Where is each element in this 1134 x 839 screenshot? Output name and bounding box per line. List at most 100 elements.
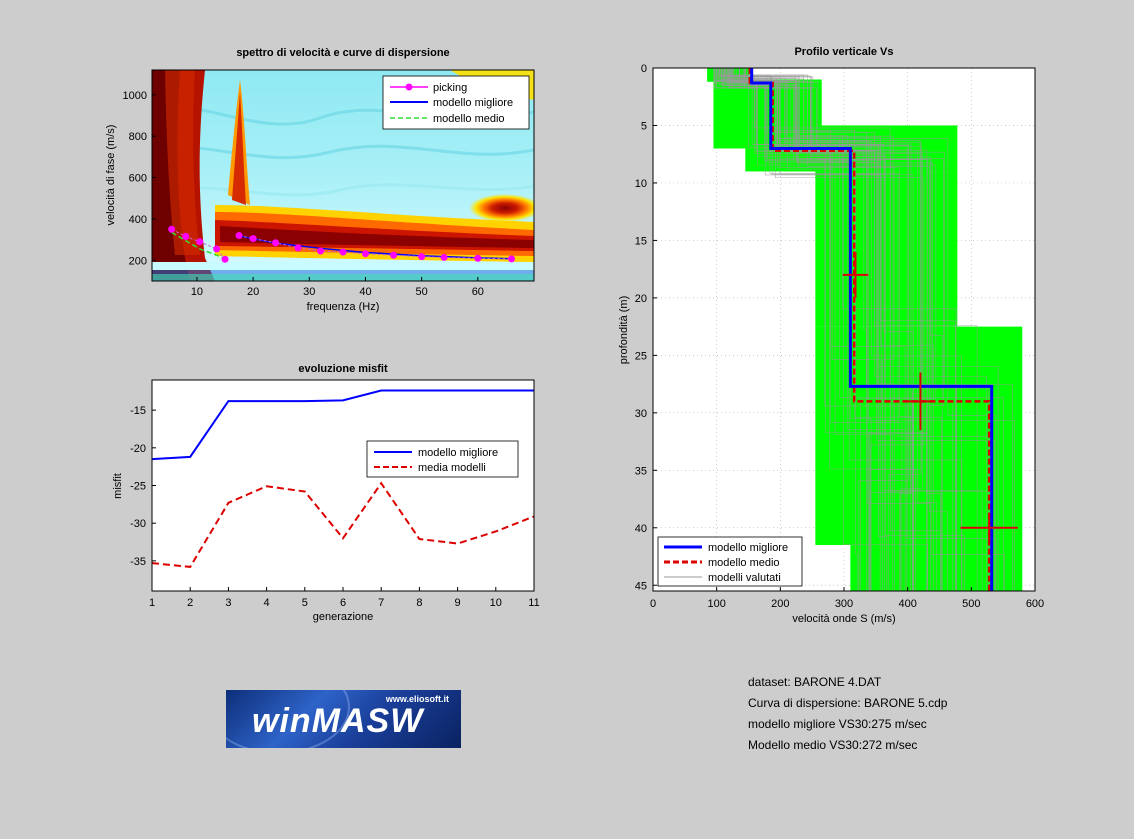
picking-point: [418, 253, 426, 261]
misfit-xlabel: generazione: [313, 611, 374, 623]
evaluated-model-line: [728, 68, 1015, 591]
x-tick-label: 6: [340, 597, 346, 609]
spectrum-axes-box: [151, 69, 535, 282]
y-tick-label: 45: [635, 580, 647, 592]
profile-ylabel: profondità (m): [618, 296, 630, 364]
legend-label-evaluated-models: modelli valutati: [708, 572, 781, 584]
profile-title: Profilo verticale Vs: [794, 46, 893, 58]
x-tick-label: 3: [225, 597, 231, 609]
misfit-evolution-plot: 1 2 3 4 5 6 7 8 9 10 11 -15 -20 -25 -30 -35 evoluzione …: [112, 363, 540, 623]
model-envelope-segment: [850, 545, 1023, 591]
best-model-profile: [750, 68, 994, 591]
best-model-vs30-line: modello migliore VS30:275 m/sec: [748, 717, 927, 731]
y-tick-label: 10: [635, 178, 647, 190]
best-model-misfit-line: [151, 389, 534, 461]
picking-point: [390, 251, 398, 259]
y-tick-label: 800: [129, 131, 147, 143]
mean-model-vs30-line: Modello medio VS30:272 m/sec: [748, 738, 918, 752]
picking-point: [213, 245, 221, 253]
profile-xlabel: velocità onde S (m/s): [792, 613, 895, 625]
legend-label-mean-model: modello medio: [433, 113, 505, 125]
x-tick-label: 300: [835, 598, 853, 610]
picking-point: [361, 250, 369, 258]
picking-point: [235, 231, 243, 239]
dataset-info: dataset: BARONE 4.DAT Curva di dispersio…: [748, 672, 947, 756]
y-tick-label: 600: [129, 173, 147, 185]
picking-point: [182, 233, 190, 241]
evaluated-model-line: [731, 68, 881, 591]
legend-label-picking: picking: [433, 82, 467, 94]
dispersion-spectrum-plot: 10 20 30 40 50 60 200 400 600 800 1000 spettro di …: [105, 47, 535, 313]
mean-models-misfit-line: [151, 481, 535, 568]
picking-point: [339, 248, 347, 256]
x-tick-label: 9: [455, 597, 461, 609]
spectrum-xlabel: frequenza (Hz): [307, 301, 380, 313]
x-tick-label: 500: [962, 598, 980, 610]
legend-label-mean-models: media modelli: [418, 462, 486, 474]
x-tick-label: 0: [650, 598, 656, 610]
evaluated-model-line: [724, 68, 923, 591]
winmasw-logo: www.eliosoft.it winMASW: [226, 690, 461, 748]
x-tick-label: 50: [416, 286, 428, 298]
legend-label-best-model: modello migliore: [433, 97, 513, 109]
x-tick-label: 400: [898, 598, 916, 610]
x-tick-label: 1: [149, 597, 155, 609]
y-tick-label: 20: [635, 293, 647, 305]
x-tick-label: 20: [247, 286, 259, 298]
x-tick-label: 60: [472, 286, 484, 298]
y-tick-label: -20: [130, 443, 146, 455]
y-tick-label: 5: [641, 120, 647, 132]
legend-label-mean-model: modello medio: [708, 557, 780, 569]
picking-point: [221, 255, 229, 263]
x-tick-label: 30: [303, 286, 315, 298]
y-tick-label: 25: [635, 350, 647, 362]
misfit-legend: modello migliore media modelli: [366, 440, 519, 478]
spectrum-legend: picking modello migliore modello medio: [382, 75, 530, 130]
y-tick-label: 40: [635, 523, 647, 535]
x-tick-label: 600: [1026, 598, 1044, 610]
x-tick-label: 5: [302, 597, 308, 609]
x-tick-label: 8: [416, 597, 422, 609]
spectrum-ylabel: velocità di fase (m/s): [105, 125, 117, 226]
x-tick-label: 2: [187, 597, 193, 609]
picking-point: [474, 254, 482, 262]
misfit-title: evoluzione misfit: [298, 363, 388, 375]
y-tick-label: 200: [129, 255, 147, 267]
mean-model-line: [171, 231, 229, 260]
misfit-background: [152, 380, 534, 591]
legend-marker-picking: [405, 83, 413, 91]
dispersion-curve-line: Curva di dispersione: BARONE 5.cdp: [748, 696, 948, 710]
evaluated-model-line: [721, 68, 995, 591]
y-tick-label: 400: [129, 214, 147, 226]
x-tick-label: 7: [378, 597, 384, 609]
dataset-line: dataset: BARONE 4.DAT: [748, 675, 882, 689]
vs-profile-plot: 0 100 200 300 400 500 600 0 5 10 15 20 25 30 35 40 45 Pr…: [618, 46, 1044, 625]
x-tick-label: 4: [264, 597, 270, 609]
evaluated-model-line: [721, 68, 957, 591]
model-envelope-segment: [815, 171, 958, 327]
legend-label-best-model: modello migliore: [708, 542, 788, 554]
picking-point: [294, 244, 302, 252]
evaluated-model-line: [716, 68, 922, 591]
picking-point: [168, 225, 176, 233]
x-tick-label: 200: [771, 598, 789, 610]
legend-label-best-model: modello migliore: [418, 447, 498, 459]
x-tick-label: 11: [528, 597, 539, 609]
evaluated-model-line: [723, 68, 963, 591]
picking-point: [272, 239, 280, 247]
x-tick-label: 10: [191, 286, 203, 298]
spectrum-title: spettro di velocità e curve di dispersio…: [236, 47, 449, 59]
y-tick-label: -35: [130, 556, 146, 568]
y-tick-label: 15: [635, 235, 647, 247]
logo-name: winMASW: [252, 702, 424, 740]
picking-point: [508, 255, 516, 263]
evaluated-model-line: [738, 68, 903, 591]
misfit-ylabel: misfit: [112, 473, 124, 499]
y-tick-label: 0: [641, 63, 647, 75]
y-tick-label: -25: [130, 481, 146, 493]
picking-line: [238, 235, 512, 260]
x-tick-label: 100: [707, 598, 725, 610]
y-tick-label: -15: [130, 405, 146, 417]
picking-point: [317, 247, 325, 255]
evaluated-model-line: [732, 68, 912, 591]
